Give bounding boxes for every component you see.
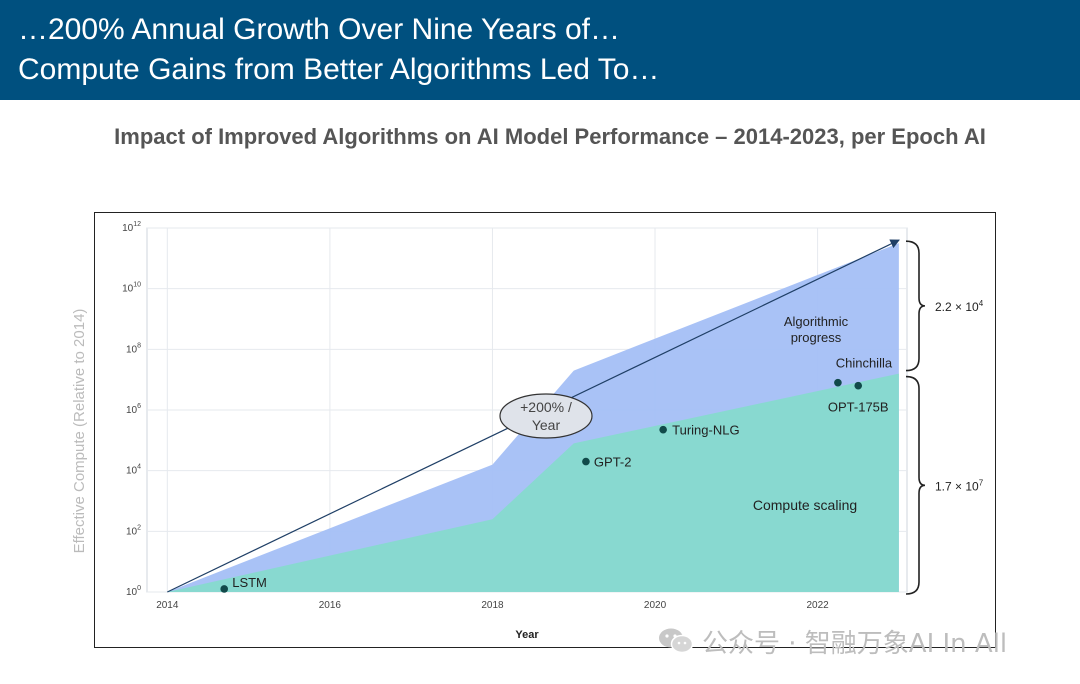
banner-title-line-2: Compute Gains from Better Algorithms Led… (18, 53, 660, 86)
y-tick-exponent: 6 (137, 403, 141, 410)
x-tick-label: 2018 (481, 600, 504, 611)
model-label: GPT-2 (594, 455, 632, 470)
y-tick-exponent: 0 (137, 585, 141, 592)
growth-rate-label: +200% / (520, 399, 572, 415)
model-point (854, 381, 863, 390)
y-tick-label: 106 (126, 403, 141, 416)
growth-rate-ellipse (499, 393, 593, 439)
x-tick-label: 2022 (806, 600, 829, 611)
range-bracket (905, 375, 926, 595)
bracket-label-exponent: 4 (979, 299, 984, 308)
model-point (834, 378, 842, 387)
bracket-label: 2.2 × 104 (935, 299, 984, 314)
watermark: 公众号 · 智融万象AI In All (656, 624, 1008, 659)
y-tick-exponent: 10 (133, 282, 141, 289)
y-tick-label: 102 (126, 524, 141, 537)
y-tick-label: 1012 (122, 221, 141, 234)
model-point (220, 585, 229, 593)
watermark-text: 公众号 · 智融万象AI In All (702, 628, 1008, 659)
compute-scaling-area (167, 373, 899, 592)
x-tick-label: 2014 (156, 600, 179, 611)
growth-rate-label: Year (532, 417, 561, 433)
y-tick-exponent: 8 (137, 342, 141, 349)
banner-title-line-1: …200% Annual Growth Over Nine Years of… (18, 13, 620, 46)
area-label-compute: Compute scaling (753, 497, 857, 513)
wechat-icon (659, 628, 694, 654)
area-label-algorithmic: progress (791, 330, 842, 345)
title-banner: …200% Annual Growth Over Nine Years of… … (0, 0, 1080, 100)
x-tick-label: 2016 (319, 600, 342, 611)
x-axis-title: Year (515, 629, 539, 641)
range-bracket (905, 240, 926, 372)
x-tick-label: 2020 (644, 600, 667, 611)
y-tick-exponent: 12 (133, 221, 141, 228)
y-tick-exponent: 2 (137, 524, 141, 531)
y-axis-title: Effective Compute (Relative to 2014) (71, 309, 88, 554)
model-label: Chinchilla (836, 356, 893, 371)
chart-title: Impact of Improved Algorithms on AI Mode… (114, 124, 986, 149)
area-label-algorithmic: Algorithmic (784, 314, 849, 329)
model-point (582, 457, 590, 466)
bracket-label-exponent: 7 (979, 478, 984, 487)
y-tick-exponent: 4 (137, 464, 141, 471)
model-label: OPT-175B (828, 400, 889, 415)
model-label: Turing-NLG (672, 423, 739, 438)
model-label: LSTM (232, 575, 267, 590)
y-tick-label: 104 (126, 464, 141, 477)
y-tick-label: 1010 (122, 282, 141, 295)
y-tick-label: 100 (126, 585, 141, 598)
y-tick-label: 108 (126, 342, 141, 355)
bracket-label: 1.7 × 107 (935, 478, 984, 493)
model-point (659, 425, 667, 434)
